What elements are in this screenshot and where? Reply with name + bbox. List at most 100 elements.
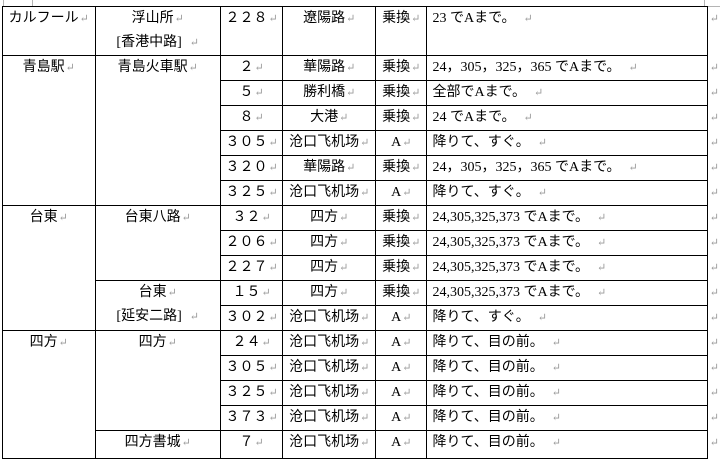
destination-cell[interactable]: 四方↵ [282, 205, 376, 231]
station-cell[interactable]: 台東↵ [延安二路] ↵ [94, 280, 221, 331]
note-cell[interactable]: 24，305，325，365 でAまで。 ↵ [426, 55, 708, 81]
row-end-cell: ↵ [707, 106, 719, 131]
destination-cell[interactable]: 沧口飞机场↵ [282, 305, 376, 331]
destination-cell[interactable]: 沧口飞机场↵ [282, 180, 376, 206]
note-text: 降りて、すぐ。 [432, 185, 530, 200]
transfer-cell[interactable]: A↵ [374, 130, 428, 156]
destination-cell[interactable]: 沧口飞机场↵ [282, 380, 376, 406]
station-cell[interactable]: 浮山所↵ [香港中路] ↵ [94, 6, 221, 56]
paragraph-mark-icon: ↵ [167, 337, 177, 349]
destination-cell[interactable]: 勝利橋↵ [282, 80, 376, 106]
transfer-cell[interactable]: A↵ [374, 355, 428, 381]
bus-number-cell[interactable]: ３２↵ [219, 205, 284, 231]
note-cell[interactable]: 降りて、目の前。 ↵ [426, 355, 708, 381]
area-label: 青島駅 [22, 60, 65, 75]
transfer-label: A [391, 385, 402, 400]
bus-number-cell[interactable]: ８↵ [219, 105, 284, 131]
station-label: 青島火車駅 [117, 60, 188, 75]
bus-number-cell[interactable]: ２０６↵ [219, 230, 284, 256]
transfer-label: 乗換 [382, 11, 411, 26]
note-text: 24,305,325,373 でAまで。 [432, 260, 590, 275]
bus-number-cell[interactable]: ５↵ [219, 80, 284, 106]
note-cell[interactable]: 24，305，325，365 でAまで。 ↵ [426, 155, 708, 181]
note-cell[interactable]: 全部でAまで。 ↵ [426, 80, 708, 106]
transfer-label: A [391, 185, 402, 200]
transfer-cell[interactable]: A↵ [374, 430, 428, 459]
destination-cell[interactable]: 沧口飞机场↵ [282, 430, 376, 459]
note-cell[interactable]: 降りて、目の前。 ↵ [426, 430, 708, 459]
bus-number: ８ [239, 110, 254, 125]
transfer-cell[interactable]: A↵ [374, 380, 428, 406]
bus-number-cell[interactable]: ３７３↵ [219, 405, 284, 431]
area-cell[interactable]: カルフール↵ [2, 6, 96, 56]
bus-number-cell[interactable]: ３０５↵ [219, 130, 284, 156]
note-cell[interactable]: 24,305,325,373 でAまで。 ↵ [426, 255, 708, 281]
transfer-cell[interactable]: 乗換↵ [374, 280, 428, 306]
note-cell[interactable]: 降りて、目の前。 ↵ [426, 330, 708, 356]
bus-number-cell[interactable]: １５↵ [219, 280, 284, 306]
bus-number-cell[interactable]: ７↵ [219, 430, 284, 459]
paragraph-mark-icon: ↵ [254, 62, 264, 74]
bus-number-cell[interactable]: ２２８↵ [219, 6, 284, 56]
transfer-cell[interactable]: A↵ [374, 405, 428, 431]
destination-cell[interactable]: 華陽路↵ [282, 55, 376, 81]
area-cell[interactable]: 四方↵ [2, 330, 96, 459]
station-cell[interactable]: 四方↵ [94, 330, 221, 431]
destination-cell[interactable]: 沧口飞机场↵ [282, 405, 376, 431]
destination-cell[interactable]: 四方↵ [282, 255, 376, 281]
transfer-cell[interactable]: A↵ [374, 180, 428, 206]
transfer-label: A [391, 310, 402, 325]
row-end-cell: ↵ [707, 81, 719, 106]
bus-number-cell[interactable]: ３０５↵ [219, 355, 284, 381]
note-cell[interactable]: 23 でAまで。 ↵ [426, 6, 708, 56]
transfer-cell[interactable]: 乗換↵ [374, 230, 428, 256]
station-cell[interactable]: 青島火車駅↵ [94, 55, 221, 206]
area-cell[interactable]: 台東↵ [2, 205, 96, 331]
destination-cell[interactable]: 沧口飞机场↵ [282, 130, 376, 156]
transfer-cell[interactable]: 乗換↵ [374, 6, 428, 56]
transfer-cell[interactable]: 乗換↵ [374, 105, 428, 131]
bus-number-cell[interactable]: ３２０↵ [219, 155, 284, 181]
transfer-cell[interactable]: 乗換↵ [374, 255, 428, 281]
bus-number: ３０５ [225, 360, 268, 375]
note-cell[interactable]: 降りて、目の前。 ↵ [426, 405, 708, 431]
bus-number-cell[interactable]: ２４↵ [219, 330, 284, 356]
end-of-row-mark-icon: ↵ [709, 111, 719, 124]
transfer-cell[interactable]: 乗換↵ [374, 80, 428, 106]
bus-number-cell[interactable]: ２２７↵ [219, 255, 284, 281]
paragraph-mark-icon: ↵ [58, 337, 68, 349]
destination-cell[interactable]: 大港↵ [282, 105, 376, 131]
area-cell[interactable]: 青島駅↵ [2, 55, 96, 206]
note-cell[interactable]: 降りて、すぐ。 ↵ [426, 180, 708, 206]
station-cell[interactable]: 四方書城↵ [94, 430, 221, 459]
note-cell[interactable]: 降りて、すぐ。 ↵ [426, 130, 708, 156]
bus-number-cell[interactable]: ３２５↵ [219, 380, 284, 406]
note-cell[interactable]: 24,305,325,373 でAまで。 ↵ [426, 230, 708, 256]
destination-cell[interactable]: 沧口飞机场↵ [282, 330, 376, 356]
paragraph-mark-icon: ↵ [346, 87, 356, 99]
transfer-cell[interactable]: A↵ [374, 305, 428, 331]
bus-number-cell[interactable]: ３０２↵ [219, 305, 284, 331]
bus-number-cell[interactable]: ２↵ [219, 55, 284, 81]
row-end-cell: ↵ [707, 306, 719, 331]
paragraph-mark-icon: ↵ [339, 262, 349, 274]
note-cell[interactable]: 24 でAまで。 ↵ [426, 105, 708, 131]
destination-cell[interactable]: 遼陽路↵ [282, 6, 376, 56]
area-label: 台東 [29, 210, 58, 225]
bus-number-cell[interactable]: ３２５↵ [219, 180, 284, 206]
destination-cell[interactable]: 四方↵ [282, 280, 376, 306]
note-cell[interactable]: 降りて、目の前。 ↵ [426, 380, 708, 406]
transfer-cell[interactable]: 乗換↵ [374, 55, 428, 81]
destination-cell[interactable]: 華陽路↵ [282, 155, 376, 181]
station-cell[interactable]: 台東八路↵ [94, 205, 221, 281]
paragraph-mark-icon: ↵ [167, 287, 177, 299]
paragraph-mark-icon: ↵ [360, 362, 370, 374]
transfer-cell[interactable]: 乗換↵ [374, 155, 428, 181]
transfer-cell[interactable]: 乗換↵ [374, 205, 428, 231]
destination-cell[interactable]: 沧口飞机场↵ [282, 355, 376, 381]
note-cell[interactable]: 降りて、すぐ。 ↵ [426, 305, 708, 331]
note-cell[interactable]: 24,305,325,373 でAまで。 ↵ [426, 205, 708, 231]
transfer-cell[interactable]: A↵ [374, 330, 428, 356]
note-cell[interactable]: 24,305,325,373 でAまで。 ↵ [426, 280, 708, 306]
destination-cell[interactable]: 四方↵ [282, 230, 376, 256]
